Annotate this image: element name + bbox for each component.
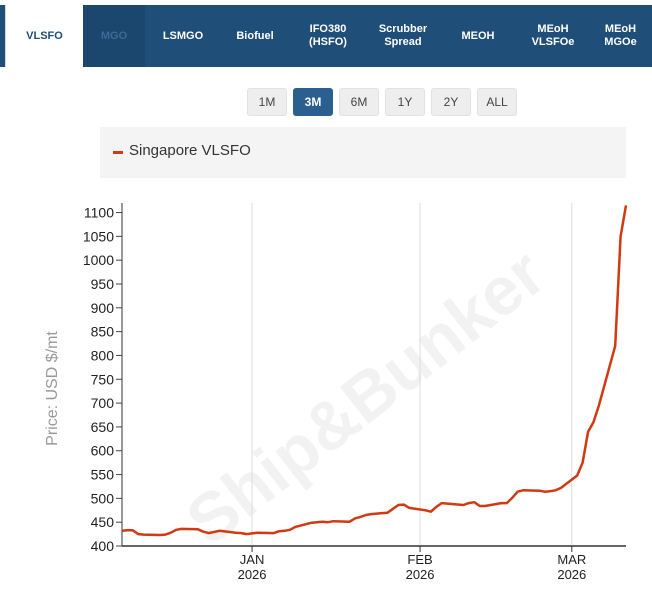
legend-swatch	[113, 151, 123, 154]
y-tick-label: 1000	[83, 252, 114, 268]
tab-label: MEoH MGOe	[604, 23, 637, 48]
tab-label: VLSFO	[26, 29, 63, 42]
y-tick-label: 1050	[83, 228, 114, 244]
tab-meoh[interactable]: MEOH	[439, 5, 517, 67]
range-button-6m[interactable]: 6M	[339, 88, 379, 116]
tab-label: MGO	[100, 29, 128, 42]
range-button-1m[interactable]: 1M	[247, 88, 287, 116]
x-tick-month: FEB	[407, 552, 432, 567]
x-tick-year: 2026	[406, 567, 435, 582]
y-tick-label: 550	[91, 467, 115, 483]
x-tick-month: MAR	[557, 552, 586, 567]
y-tick-label: 1100	[84, 205, 114, 221]
tab-label: IFO380 (HSFO)	[309, 23, 347, 48]
tab-label: MEOH	[461, 29, 495, 42]
series-line-singapore-vlsfo	[121, 205, 628, 537]
tab-biofuel[interactable]: Biofuel	[221, 5, 289, 67]
tab-lsmgo[interactable]: LSMGO	[145, 5, 221, 67]
range-button-all[interactable]: ALL	[477, 88, 517, 116]
y-tick-label: 800	[91, 347, 115, 363]
watermark: Ship&Bunker	[173, 234, 559, 559]
tab-mgo[interactable]: MGO	[83, 5, 145, 67]
tab-scrubber-spread[interactable]: Scrubber Spread	[367, 5, 439, 67]
legend	[100, 127, 626, 178]
y-tick-label: 500	[91, 490, 115, 506]
y-tick-label: 900	[91, 300, 115, 316]
y-tick-label: 700	[91, 395, 115, 411]
range-button-3m[interactable]: 3M	[293, 88, 333, 116]
y-tick-label: 600	[91, 443, 115, 459]
tab-label: Biofuel	[236, 29, 274, 42]
range-button-2y[interactable]: 2Y	[431, 88, 471, 116]
tab-meoh-mgoe[interactable]: MEoH MGOe	[589, 5, 652, 67]
tab-ifo380-hsfo[interactable]: IFO380 (HSFO)	[289, 5, 367, 67]
tab-label: MEoH VLSFOe	[531, 23, 575, 48]
price-chart: Ship&Bunker 400 450 500 550 600 650 700 750 800 85…	[44, 203, 628, 582]
tab-meoh-vlsfoe[interactable]: MEoH VLSFOe	[517, 5, 589, 67]
tab-label: Scrubber Spread	[378, 23, 428, 48]
range-button-1y[interactable]: 1Y	[385, 88, 425, 116]
tab-label: LSMGO	[162, 29, 204, 42]
y-tick-label: 450	[91, 514, 115, 530]
x-tick-month: JAN	[240, 552, 265, 567]
tab-vlsfo[interactable]: VLSFO	[5, 5, 83, 67]
y-tick-label: 750	[91, 371, 115, 387]
x-tick-year: 2026	[557, 567, 586, 582]
y-tick-label: 850	[91, 324, 115, 340]
y-tick-label: 650	[91, 419, 115, 435]
legend-series-label[interactable]: Singapore VLSFO	[129, 142, 251, 159]
y-tick-label: 950	[91, 276, 115, 292]
y-tick-label: 400	[91, 538, 115, 554]
y-axis-label: Price: USD $/mt	[44, 331, 61, 446]
x-tick-year: 2026	[238, 567, 267, 582]
